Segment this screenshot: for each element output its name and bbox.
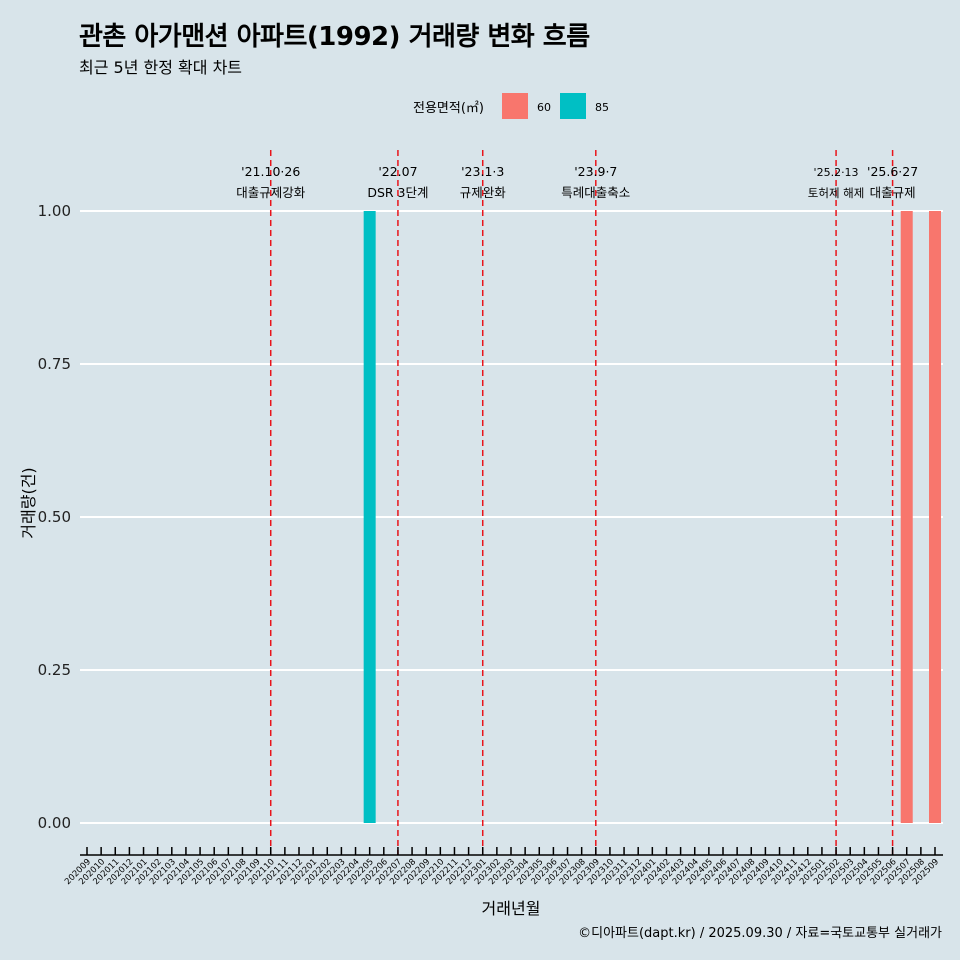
chart-title: 관촌 아가맨션 아파트(1992) 거래량 변화 흐름 bbox=[79, 22, 590, 52]
event-label: 규제완화 bbox=[460, 185, 507, 200]
bar-60-202509 bbox=[929, 211, 941, 823]
bar-85-202205 bbox=[363, 211, 376, 823]
event-date: '23.9·7 bbox=[574, 164, 617, 179]
y-tick-label: 0.50 bbox=[38, 508, 71, 526]
y-axis-title: 거래량(건) bbox=[19, 467, 38, 538]
event-label: DSR 3단계 bbox=[367, 185, 428, 200]
legend-title: 전용면적(㎡) bbox=[413, 101, 484, 116]
legend-label-60: 60 bbox=[537, 101, 551, 114]
y-tick-label: 1.00 bbox=[38, 202, 71, 220]
event-date: '25.6·27 bbox=[867, 164, 918, 179]
event-date: '23.1·3 bbox=[461, 164, 504, 179]
event-label: 대출규제 bbox=[870, 185, 916, 200]
y-tick-label: 0.25 bbox=[38, 661, 71, 679]
chart-caption: ©디아파트(dapt.kr) / 2025.09.30 / 자료=국토교통부 실… bbox=[578, 926, 942, 941]
bar-60-202507 bbox=[900, 211, 913, 823]
event-label: 대출규제강화 bbox=[236, 185, 306, 200]
event-date: '22.07 bbox=[378, 164, 417, 179]
legend-swatch-60 bbox=[502, 93, 528, 119]
y-tick-label: 0.00 bbox=[38, 814, 71, 832]
x-axis-title: 거래년월 bbox=[482, 899, 541, 918]
y-tick-label: 0.75 bbox=[38, 355, 71, 373]
legend-swatch-85 bbox=[560, 93, 586, 119]
event-label: 특례대출축소 bbox=[561, 185, 630, 200]
chart-subtitle: 최근 5년 한정 확대 차트 bbox=[79, 58, 243, 77]
event-date: '21.10·26 bbox=[241, 164, 300, 179]
event-label: 토허제 해제 bbox=[808, 186, 865, 200]
event-date: '25.2·13 bbox=[814, 166, 859, 179]
legend-label-85: 85 bbox=[595, 101, 609, 114]
